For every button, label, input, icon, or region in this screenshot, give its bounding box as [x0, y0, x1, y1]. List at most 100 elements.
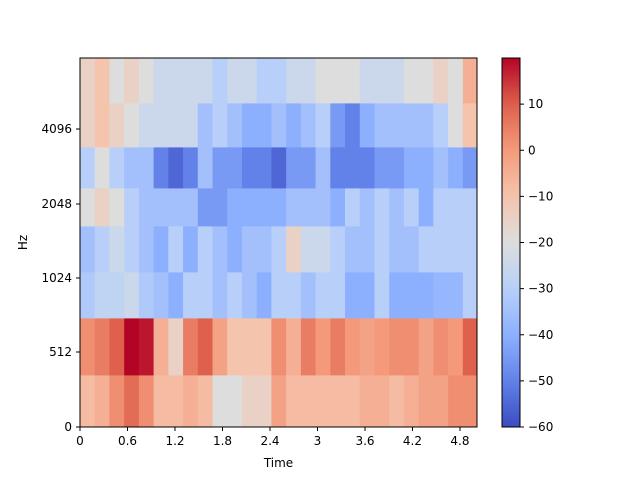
heatmap-cell: [241, 272, 258, 319]
heatmap-cell: [227, 226, 243, 273]
heatmap-cell: [271, 188, 287, 227]
y-tick-label: 1024: [41, 271, 72, 285]
heatmap-cell: [227, 188, 243, 227]
heatmap-cell: [286, 318, 302, 376]
heatmap-cell: [418, 188, 434, 227]
heatmap-cell: [153, 103, 169, 148]
heatmap-cell: [315, 188, 331, 227]
heatmap-cell: [418, 375, 434, 428]
colorbar-axis: 10 0 −10 −20 −30 −40 −50 −60: [520, 97, 553, 434]
y-axis: 0 512 1024 2048 4096: [41, 122, 80, 434]
heatmap-cell: [109, 103, 125, 148]
colorbar-tick-label: −50: [528, 374, 553, 388]
heatmap-cell: [374, 103, 390, 148]
heatmap-cell: [315, 272, 331, 319]
heatmap-cell: [433, 272, 449, 319]
heatmap-cell: [153, 375, 169, 428]
heatmap-cell: [448, 103, 464, 148]
heatmap-cell: [256, 318, 272, 376]
x-tick-label: 1.8: [213, 434, 232, 448]
heatmap-cell: [168, 58, 184, 104]
heatmap-cell: [345, 188, 361, 227]
heatmap-cell: [300, 226, 316, 273]
x-tick-label: 4.8: [450, 434, 469, 448]
heatmap-cell: [109, 318, 125, 376]
heatmap-cell: [183, 318, 199, 376]
heatmap-cell: [462, 103, 478, 148]
heatmap-cell: [403, 103, 420, 148]
heatmap-cell: [345, 103, 361, 148]
heatmap-cell: [168, 103, 184, 148]
heatmap-cell: [271, 58, 287, 104]
heatmap-cell: [403, 58, 420, 104]
heatmap-cell: [109, 147, 125, 189]
heatmap-cell: [418, 147, 434, 189]
heatmap-cell: [168, 188, 184, 227]
heatmap-cell: [389, 103, 405, 148]
heatmap-cell: [94, 58, 110, 104]
heatmap-cell: [462, 58, 478, 104]
heatmap-cell: [359, 226, 375, 273]
heatmap-cell: [462, 147, 478, 189]
heatmap-cell: [462, 375, 478, 428]
heatmap-cell: [374, 58, 390, 104]
heatmap-cell: [168, 226, 184, 273]
x-axis: 0 0.6 1.2 1.8 2.4 3 3.6 4.2 4.8: [76, 427, 470, 448]
heatmap-cell: [345, 147, 361, 189]
heatmap-cell: [330, 226, 346, 273]
heatmap-cell: [330, 103, 346, 148]
heatmap-cell: [109, 226, 125, 273]
heatmap-cell: [403, 318, 420, 376]
heatmap-cell: [197, 318, 213, 376]
heatmap-cell: [197, 188, 213, 227]
heatmap-cell: [359, 318, 375, 376]
heatmap-cell: [286, 103, 302, 148]
heatmap-cell: [212, 147, 228, 189]
heatmap-cell: [374, 147, 390, 189]
heatmap-cell: [389, 147, 405, 189]
heatmap-cell: [183, 272, 199, 319]
heatmap-cell: [418, 103, 434, 148]
heatmap-cell: [271, 375, 287, 428]
heatmap-cell: [138, 375, 155, 428]
heatmap-cell: [315, 226, 331, 273]
heatmap-cell: [374, 188, 390, 227]
y-tick-label: 512: [49, 345, 72, 359]
heatmap-cell: [241, 226, 258, 273]
heatmap-cell: [374, 318, 390, 376]
heatmap-cell: [345, 375, 361, 428]
heatmap-cell: [330, 375, 346, 428]
heatmap-cell: [448, 188, 464, 227]
heatmap-cell: [124, 272, 140, 319]
heatmap-cell: [433, 103, 449, 148]
heatmap-cell: [138, 147, 155, 189]
heatmap-cell: [462, 318, 478, 376]
heatmap-cell: [80, 375, 96, 428]
heatmap-cell: [256, 58, 272, 104]
heatmap-cell: [153, 318, 169, 376]
heatmap-cell: [345, 272, 361, 319]
heatmap-cell: [183, 375, 199, 428]
heatmap-cell: [241, 375, 258, 428]
heatmap-cell: [418, 318, 434, 376]
heatmap-cell: [94, 147, 110, 189]
heatmap-cell: [330, 58, 346, 104]
heatmap-cell: [286, 226, 302, 273]
heatmap-cell: [138, 272, 155, 319]
y-tick-label: 2048: [41, 197, 72, 211]
heatmap-cell: [80, 226, 96, 273]
heatmap-cell: [462, 188, 478, 227]
heatmap-cell: [153, 58, 169, 104]
heatmap-cell: [94, 318, 110, 376]
heatmap-cell: [109, 272, 125, 319]
heatmap-cell: [448, 147, 464, 189]
heatmap-cell: [256, 272, 272, 319]
heatmap-cell: [94, 375, 110, 428]
heatmap-cell: [286, 272, 302, 319]
heatmap-cell: [168, 375, 184, 428]
heatmap-cell: [403, 375, 420, 428]
heatmap-cell: [330, 147, 346, 189]
heatmap-cell: [418, 58, 434, 104]
heatmap-cell: [212, 58, 228, 104]
